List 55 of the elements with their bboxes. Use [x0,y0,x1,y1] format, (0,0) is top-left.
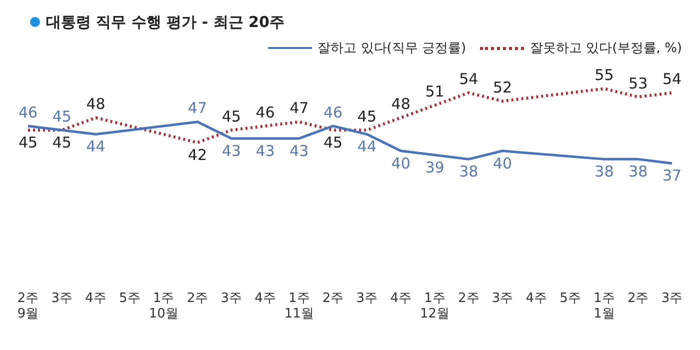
data-label: 54 [459,70,478,88]
data-label: 43 [256,142,275,160]
data-label: 38 [628,162,648,181]
data-label: 46 [18,103,38,122]
data-label: 44 [86,138,106,156]
data-label: 43 [290,142,309,160]
x-tick-label: 4주 [254,290,276,306]
data-label: 47 [188,99,208,118]
x-tick-label: 5주 [560,290,581,306]
data-label: 40 [492,154,512,172]
x-tick-label: 4주 [390,290,412,306]
legend-label: 잘못하고 있다(부정률, %) [530,40,682,57]
data-label: 45 [222,108,241,126]
data-label: 45 [18,134,38,152]
x-tick-label: 3주 [220,290,242,306]
data-label: 37 [662,166,682,185]
data-label: 38 [459,162,478,181]
x-tick-label: 1주 11월 [284,290,314,322]
chart-title: 대통령 직무 수행 평가 - 최근 20주 [46,12,284,32]
x-tick-label: 2주 [627,290,649,306]
x-tick-label: 4주 [526,290,548,306]
data-label: 55 [594,66,614,84]
data-label: 46 [324,103,343,122]
data-label: 38 [594,162,614,181]
data-label: 48 [391,95,410,114]
data-label: 46 [256,103,275,122]
data-label: 45 [324,134,343,152]
data-label: 54 [662,70,682,88]
x-tick-label: 3주 [51,290,73,306]
data-label: 43 [222,142,241,160]
x-tick-label: 1주 12월 [420,290,450,322]
data-label: 44 [357,138,376,156]
data-label: 45 [52,134,72,152]
data-label: 51 [425,82,444,101]
x-tick-label: 3주 [492,290,514,306]
data-label: 42 [188,146,208,164]
x-tick-label: 3주 [661,290,683,306]
data-label: 48 [86,95,106,114]
x-tick-label: 2주 9월 [17,290,39,322]
x-tick-label: 3주 [356,290,378,306]
x-tick-label: 1주 1월 [594,290,615,322]
x-tick-label: 1주 10월 [148,290,178,322]
data-label: 45 [52,108,72,126]
x-tick-label: 2주 [186,290,208,306]
data-label: 40 [391,154,410,172]
legend-label: 잘하고 있다(직무 긍정률) [318,40,466,57]
x-tick-label: 5주 [119,290,140,306]
data-label: 39 [425,158,444,176]
x-tick-label: 2주 [458,290,480,306]
data-label: 52 [492,78,512,96]
x-tick-label: 2주 [322,290,344,306]
data-label: 53 [628,74,648,92]
data-label: 45 [357,108,376,126]
x-tick-label: 4주 [85,290,106,306]
data-label: 47 [290,99,309,118]
